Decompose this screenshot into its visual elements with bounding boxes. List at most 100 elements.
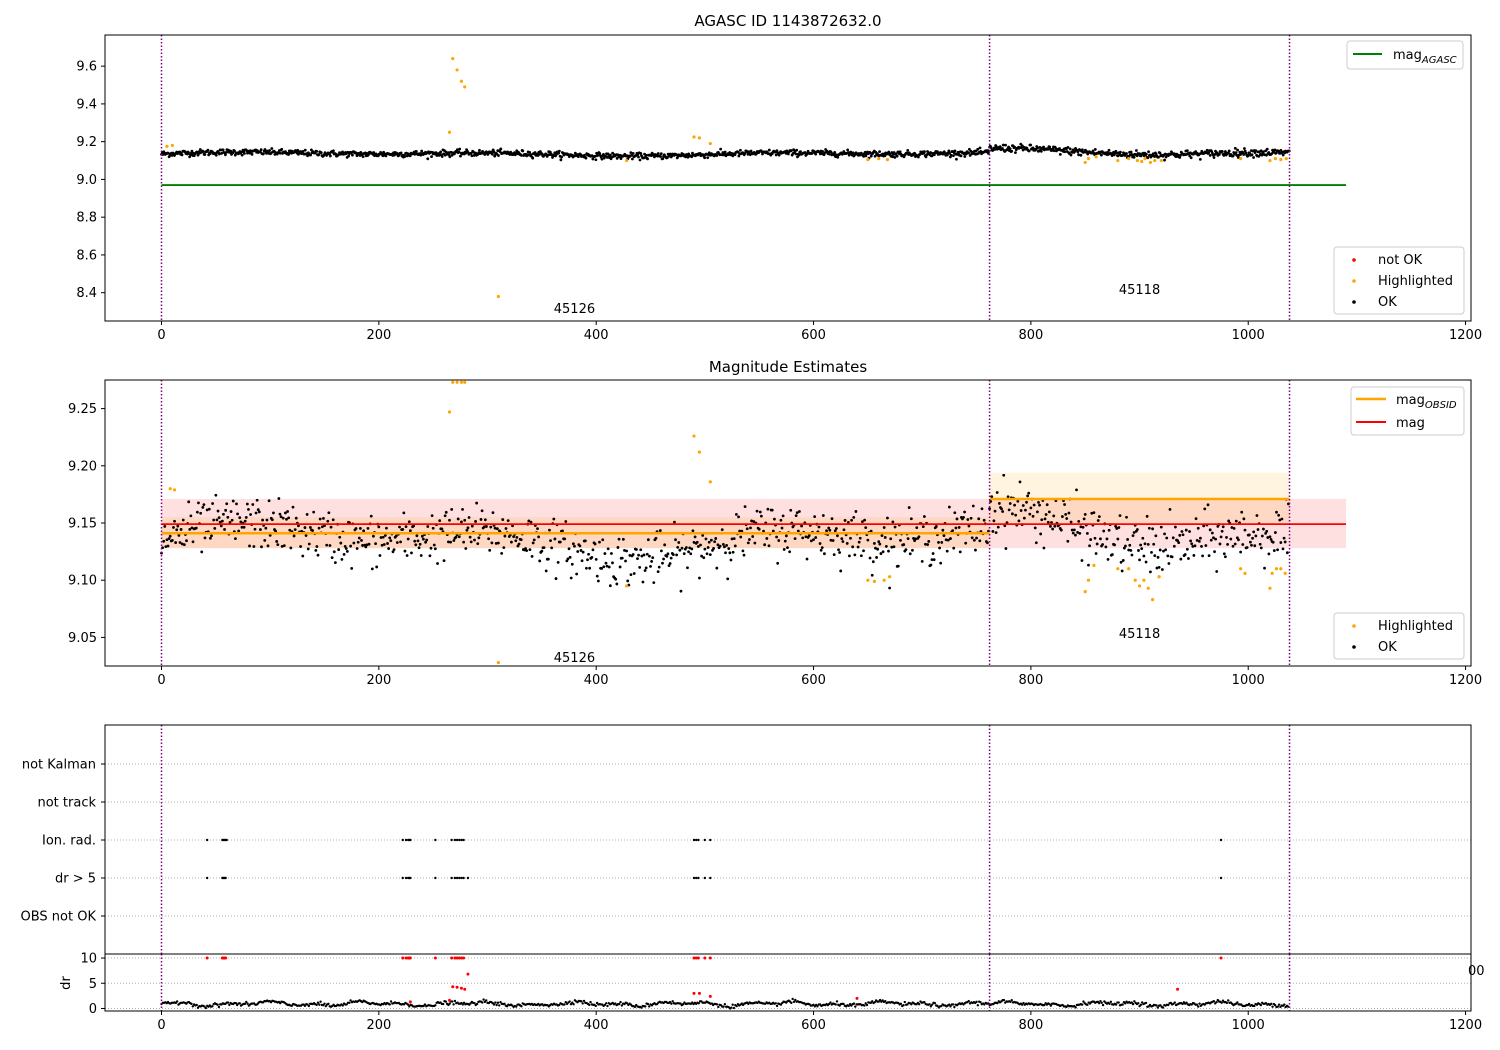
- ok-point: [278, 151, 282, 155]
- ok-point: [1168, 507, 1172, 511]
- ok-point: [945, 549, 949, 553]
- ok-point: [614, 577, 618, 581]
- ok-point: [414, 543, 418, 547]
- ok-point: [639, 152, 643, 155]
- ok-point: [651, 556, 655, 560]
- ok-point: [189, 514, 193, 518]
- dr-not-ok-point: [855, 996, 859, 1000]
- flag-category-label: not track: [37, 796, 96, 811]
- ok-point: [178, 541, 182, 544]
- ok-point: [630, 157, 634, 161]
- ok-point: [1222, 552, 1226, 556]
- ok-point: [387, 547, 391, 550]
- ok-point: [978, 539, 982, 543]
- ok-point: [1155, 566, 1159, 570]
- ok-point: [425, 538, 429, 542]
- ok-point: [305, 513, 309, 516]
- ok-point: [715, 566, 719, 570]
- dr-ok-point: [625, 1002, 629, 1005]
- dr-ok-point: [1139, 1003, 1143, 1006]
- ok-point: [729, 558, 733, 562]
- ok-point: [884, 544, 888, 548]
- ok-point: [705, 552, 709, 556]
- ok-point: [1052, 514, 1056, 518]
- ok-point: [643, 569, 647, 572]
- ok-point: [303, 148, 307, 152]
- ok-point: [220, 519, 224, 523]
- ok-point: [868, 556, 872, 560]
- ok-point: [430, 514, 434, 518]
- ok-point: [377, 525, 381, 529]
- ok-point: [197, 501, 200, 505]
- ok-point: [1021, 504, 1025, 507]
- dr-ok-point: [940, 1004, 943, 1008]
- ok-point: [823, 552, 826, 556]
- dr-not-ok-point: [696, 956, 700, 960]
- ok-point: [864, 526, 868, 530]
- ok-point: [257, 510, 261, 514]
- ok-point: [314, 548, 318, 552]
- dr-not-ok-point: [692, 991, 696, 995]
- ok-point: [706, 156, 710, 160]
- ok-point: [251, 503, 255, 506]
- ok-point: [920, 559, 924, 563]
- flag-event-point: [697, 838, 700, 842]
- ok-point: [1132, 155, 1136, 159]
- ok-point: [1106, 558, 1110, 561]
- ok-point: [700, 554, 704, 558]
- ok-point: [676, 546, 680, 549]
- ok-point: [191, 540, 195, 544]
- ok-point: [1094, 552, 1098, 555]
- ok-point: [180, 153, 184, 157]
- highlighted-point: [1270, 571, 1274, 575]
- ok-point: [626, 579, 630, 583]
- flag-event-point: [703, 838, 707, 842]
- highlighted-point: [1148, 160, 1153, 165]
- ok-point: [1125, 515, 1128, 519]
- ok-point: [586, 558, 589, 562]
- ok-point: [972, 538, 976, 542]
- ok-point: [458, 147, 462, 151]
- panel-mag-obsid-label-45118: 45118: [1119, 627, 1160, 642]
- ok-point: [684, 546, 688, 549]
- ok-point: [498, 150, 502, 153]
- ok-point: [1007, 508, 1011, 512]
- ok-point: [1153, 155, 1157, 158]
- ok-point: [955, 157, 958, 161]
- ok-point: [593, 154, 597, 158]
- ok-point: [631, 151, 635, 155]
- dr-ok-point: [434, 1004, 437, 1007]
- ok-point: [1027, 149, 1031, 153]
- dr-ok-point: [324, 1004, 328, 1008]
- ok-point: [1079, 525, 1083, 529]
- ok-point: [438, 519, 442, 523]
- ok-point: [804, 535, 808, 539]
- dr-ok-point: [1156, 1006, 1160, 1009]
- ok-point: [1096, 519, 1100, 522]
- ok-point: [238, 516, 242, 520]
- ok-point: [489, 525, 493, 529]
- ok-point: [1167, 562, 1171, 565]
- ok-point: [1001, 147, 1004, 150]
- ok-point: [1006, 495, 1010, 499]
- highlighted-point: [1157, 575, 1161, 579]
- ok-point: [1110, 553, 1114, 556]
- dr-ok-point: [697, 1002, 700, 1005]
- ok-point: [712, 547, 715, 550]
- ok-point: [1197, 539, 1201, 543]
- ok-point: [1115, 151, 1119, 155]
- dr-ok-point: [646, 1002, 650, 1006]
- ok-point: [403, 549, 407, 553]
- ok-point: [1195, 538, 1199, 542]
- ok-point: [287, 516, 291, 520]
- dr-ok-point: [1109, 1000, 1113, 1004]
- flag-category-label: OBS not OK: [21, 910, 97, 925]
- highlighted-point: [1239, 567, 1243, 571]
- ok-point: [550, 546, 554, 550]
- ok-point: [464, 151, 468, 155]
- ok-point: [1037, 500, 1040, 504]
- dr-ok-point: [834, 1003, 837, 1006]
- ok-point: [857, 540, 861, 544]
- ok-point: [932, 153, 936, 157]
- ok-point: [401, 527, 405, 531]
